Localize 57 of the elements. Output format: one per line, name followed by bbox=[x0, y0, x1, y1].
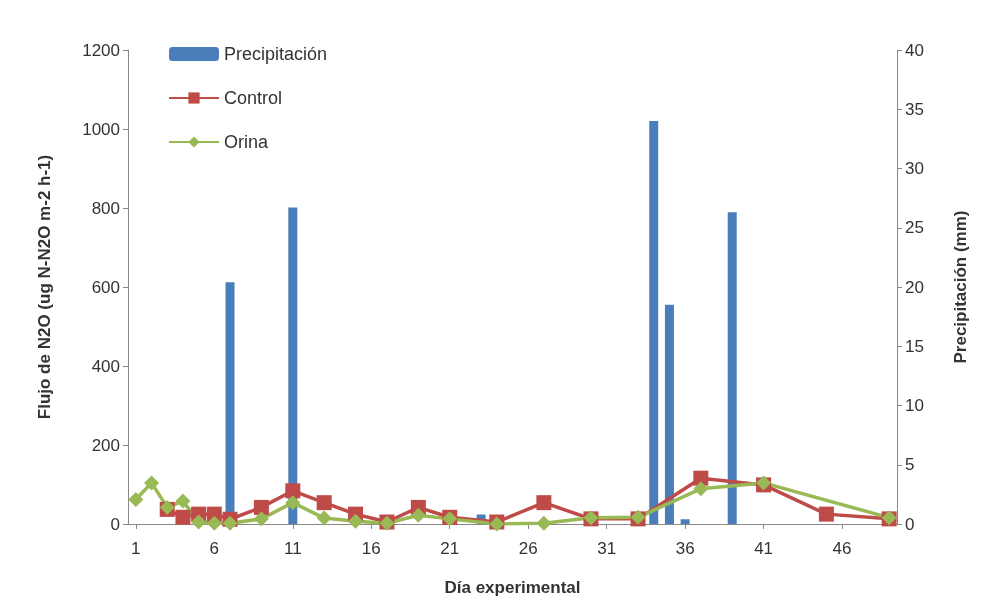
x-tick-label: 46 bbox=[832, 539, 852, 558]
point bbox=[222, 515, 238, 531]
x-tick-label: 1 bbox=[131, 539, 141, 558]
point bbox=[175, 493, 191, 509]
point bbox=[285, 483, 301, 499]
x-tick-label: 11 bbox=[283, 539, 302, 558]
point bbox=[536, 495, 552, 511]
bar bbox=[288, 207, 298, 524]
x-tick-label: 21 bbox=[440, 539, 460, 558]
point bbox=[175, 509, 191, 525]
y2-tick-label: 40 bbox=[905, 40, 924, 60]
y-tick-label: 1200 bbox=[82, 40, 120, 60]
point bbox=[128, 492, 144, 508]
y-tick-label: 1000 bbox=[82, 119, 120, 139]
x-tick-label: 26 bbox=[518, 539, 538, 558]
x-axis-title: Día experimental bbox=[444, 578, 581, 597]
y-tick-label: 0 bbox=[110, 514, 120, 534]
point bbox=[348, 513, 364, 529]
point bbox=[818, 506, 834, 522]
bar bbox=[680, 519, 690, 524]
bar bbox=[664, 304, 674, 524]
y2-tick-label: 25 bbox=[905, 218, 924, 238]
y-tick-label: 200 bbox=[91, 435, 120, 455]
y2-tick-label: 30 bbox=[905, 159, 924, 178]
y2-tick-label: 20 bbox=[905, 277, 924, 297]
point bbox=[316, 510, 332, 526]
point bbox=[253, 499, 269, 515]
bar bbox=[727, 212, 737, 524]
x-tick-label: 41 bbox=[754, 539, 774, 558]
y-axis-title: Flujo de N2O (ug N-N2O m-2 h-1) bbox=[35, 154, 54, 420]
point bbox=[536, 515, 552, 531]
x-tick-label: 31 bbox=[597, 539, 617, 558]
point bbox=[285, 495, 301, 511]
y2-tick-label: 15 bbox=[905, 336, 924, 356]
point bbox=[144, 475, 160, 491]
y2-tick-label: 0 bbox=[905, 514, 915, 534]
point bbox=[410, 507, 426, 523]
y2-tick-label: 5 bbox=[905, 455, 915, 475]
point bbox=[316, 495, 332, 511]
bar bbox=[649, 121, 659, 524]
point bbox=[693, 470, 709, 486]
x-tick-label: 36 bbox=[675, 539, 695, 558]
y2-tick-label: 10 bbox=[905, 396, 924, 415]
legend-label: Orina bbox=[224, 132, 269, 152]
y2-tick-label: 35 bbox=[905, 99, 924, 119]
point bbox=[206, 515, 222, 531]
y-tick-label: 800 bbox=[91, 198, 120, 218]
point bbox=[693, 481, 709, 497]
y-tick-label: 600 bbox=[91, 277, 120, 297]
y-tick-label: 400 bbox=[91, 356, 120, 376]
legend-label: Precipitación bbox=[224, 44, 328, 64]
legend-label: Control bbox=[224, 88, 283, 108]
y2-axis-title: Precipitación (mm) bbox=[951, 210, 970, 364]
point bbox=[253, 511, 269, 527]
point bbox=[191, 514, 207, 530]
x-tick-label: 16 bbox=[361, 539, 381, 558]
x-tick-label: 6 bbox=[209, 539, 220, 558]
